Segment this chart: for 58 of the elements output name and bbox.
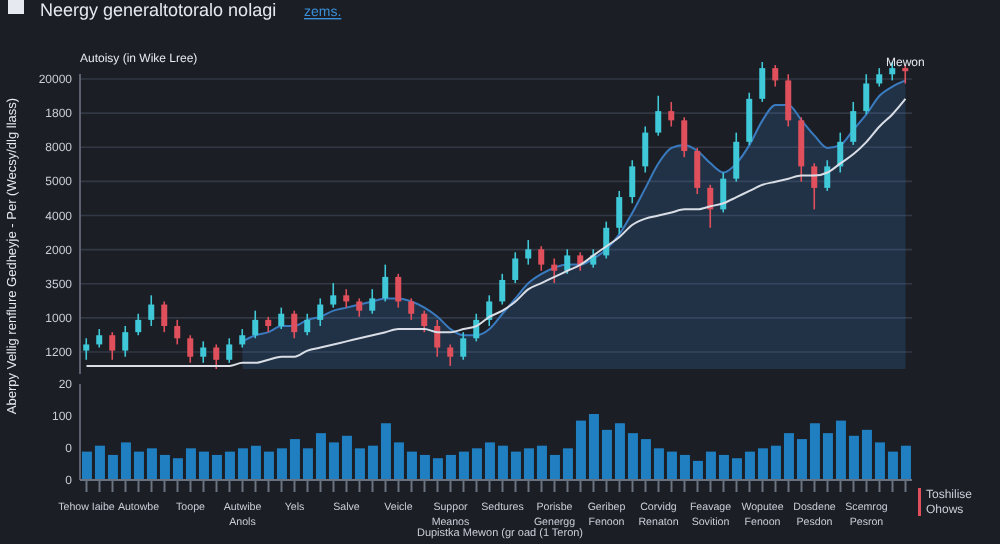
candlestick <box>408 297 415 321</box>
candlestick <box>317 297 324 327</box>
candlestick <box>252 309 259 340</box>
candlestick <box>109 331 116 361</box>
candlestick <box>382 263 389 303</box>
candlestick <box>564 248 571 275</box>
candlestick <box>681 116 688 158</box>
candlestick <box>460 331 467 361</box>
candlestick <box>304 312 311 337</box>
candlestick <box>512 251 519 284</box>
candlestick <box>239 328 246 349</box>
candlestick <box>798 116 805 183</box>
candlestick <box>499 273 506 306</box>
candlestick <box>369 288 376 315</box>
candlestick <box>213 343 220 370</box>
candlestick <box>200 340 207 364</box>
candlestick <box>577 251 584 272</box>
candlestick <box>96 328 103 349</box>
candlestick <box>785 73 792 128</box>
candlestick <box>629 159 636 205</box>
candlestick <box>850 101 857 146</box>
candlestick <box>447 343 454 367</box>
candlestick <box>551 257 558 284</box>
candlestick <box>291 309 298 340</box>
chart-title: Neergy generaltotoralo nolagi <box>40 0 277 20</box>
candlestick <box>642 125 649 174</box>
candlestick <box>824 159 831 192</box>
candlestick <box>863 73 870 115</box>
candlestick <box>343 288 350 309</box>
candlestick <box>902 64 909 85</box>
candlestick <box>616 190 623 235</box>
candlestick <box>668 101 675 128</box>
candlestick <box>278 306 285 330</box>
candlestick <box>135 312 142 337</box>
candlestick <box>356 297 363 318</box>
candlestick <box>330 282 337 309</box>
candlestick <box>655 94 662 137</box>
candlestick <box>811 162 818 211</box>
candlestick <box>226 337 233 364</box>
candlestick <box>161 300 168 333</box>
candlestick <box>720 171 727 214</box>
candlestick <box>694 147 701 195</box>
candlestick <box>538 245 545 272</box>
candlestick <box>759 61 766 103</box>
candlestick <box>122 325 129 358</box>
candlestick <box>525 239 532 266</box>
candlestick <box>174 319 181 346</box>
candlestick <box>148 294 155 327</box>
candlestick <box>421 309 428 333</box>
candlestick <box>746 91 753 146</box>
candlestick <box>434 319 441 358</box>
candlestick <box>876 67 883 88</box>
candlestick <box>733 131 740 183</box>
candlestick <box>486 294 493 327</box>
candlestick <box>83 337 90 361</box>
candlestick <box>187 334 194 364</box>
candlestick <box>772 64 779 88</box>
candlestick <box>395 273 402 309</box>
